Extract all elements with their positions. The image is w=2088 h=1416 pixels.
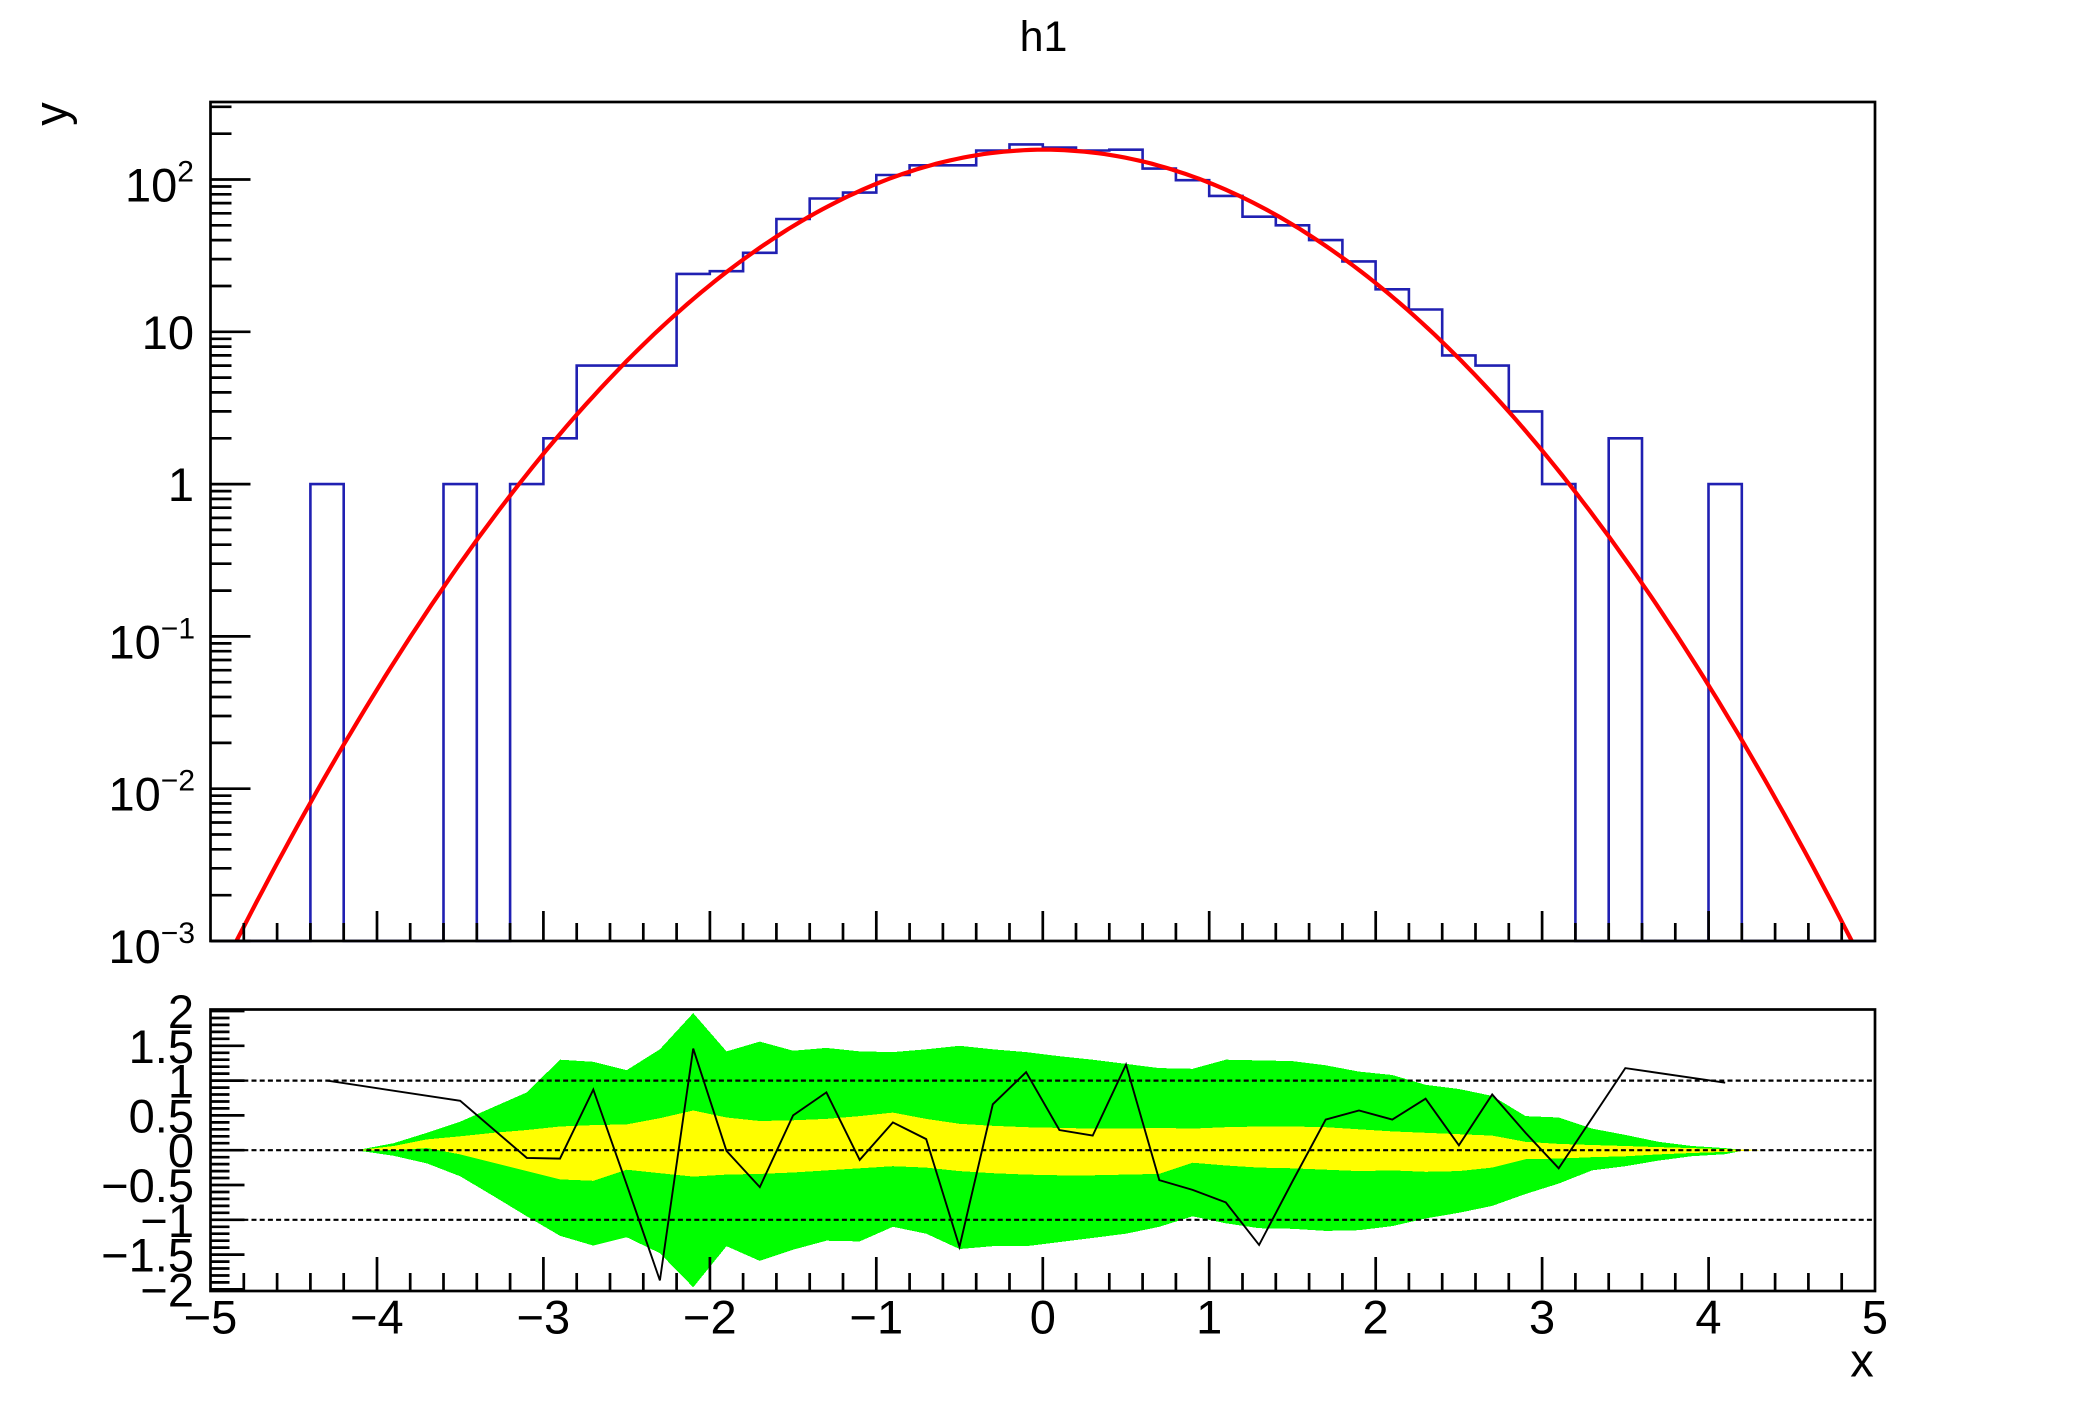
svg-text:3: 3 <box>1529 1290 1555 1343</box>
svg-text:−2: −2 <box>140 1263 194 1316</box>
svg-text:10: 10 <box>109 920 161 973</box>
svg-text:4: 4 <box>1695 1290 1721 1343</box>
svg-text:−3: −3 <box>517 1290 571 1343</box>
svg-text:1.5: 1.5 <box>129 1020 194 1073</box>
svg-text:0: 0 <box>1030 1290 1056 1343</box>
svg-text:2: 2 <box>177 156 194 189</box>
svg-text:1: 1 <box>168 458 194 511</box>
svg-text:10: 10 <box>125 159 177 212</box>
svg-text:−1.5: −1.5 <box>101 1229 194 1282</box>
svg-text:10: 10 <box>109 768 161 821</box>
svg-text:−5: −5 <box>184 1290 238 1343</box>
svg-text:−1: −1 <box>140 1194 194 1247</box>
svg-text:1: 1 <box>1196 1290 1222 1343</box>
svg-text:y: y <box>24 102 77 126</box>
svg-text:−2: −2 <box>161 765 195 798</box>
svg-text:10: 10 <box>109 615 161 668</box>
svg-text:5: 5 <box>1862 1290 1888 1343</box>
svg-text:−4: −4 <box>350 1290 404 1343</box>
svg-text:−0.5: −0.5 <box>101 1159 194 1212</box>
svg-text:−1: −1 <box>161 612 195 645</box>
svg-text:h1: h1 <box>1020 13 1068 61</box>
svg-text:2: 2 <box>168 985 194 1038</box>
svg-text:−1: −1 <box>850 1290 904 1343</box>
svg-text:0.5: 0.5 <box>129 1089 194 1142</box>
svg-text:0: 0 <box>168 1124 194 1177</box>
svg-text:10: 10 <box>142 306 194 359</box>
svg-text:1: 1 <box>168 1055 194 1108</box>
svg-text:−3: −3 <box>161 917 195 950</box>
svg-text:x: x <box>1850 1334 1874 1387</box>
svg-text:−2: −2 <box>683 1290 737 1343</box>
svg-text:2: 2 <box>1363 1290 1389 1343</box>
